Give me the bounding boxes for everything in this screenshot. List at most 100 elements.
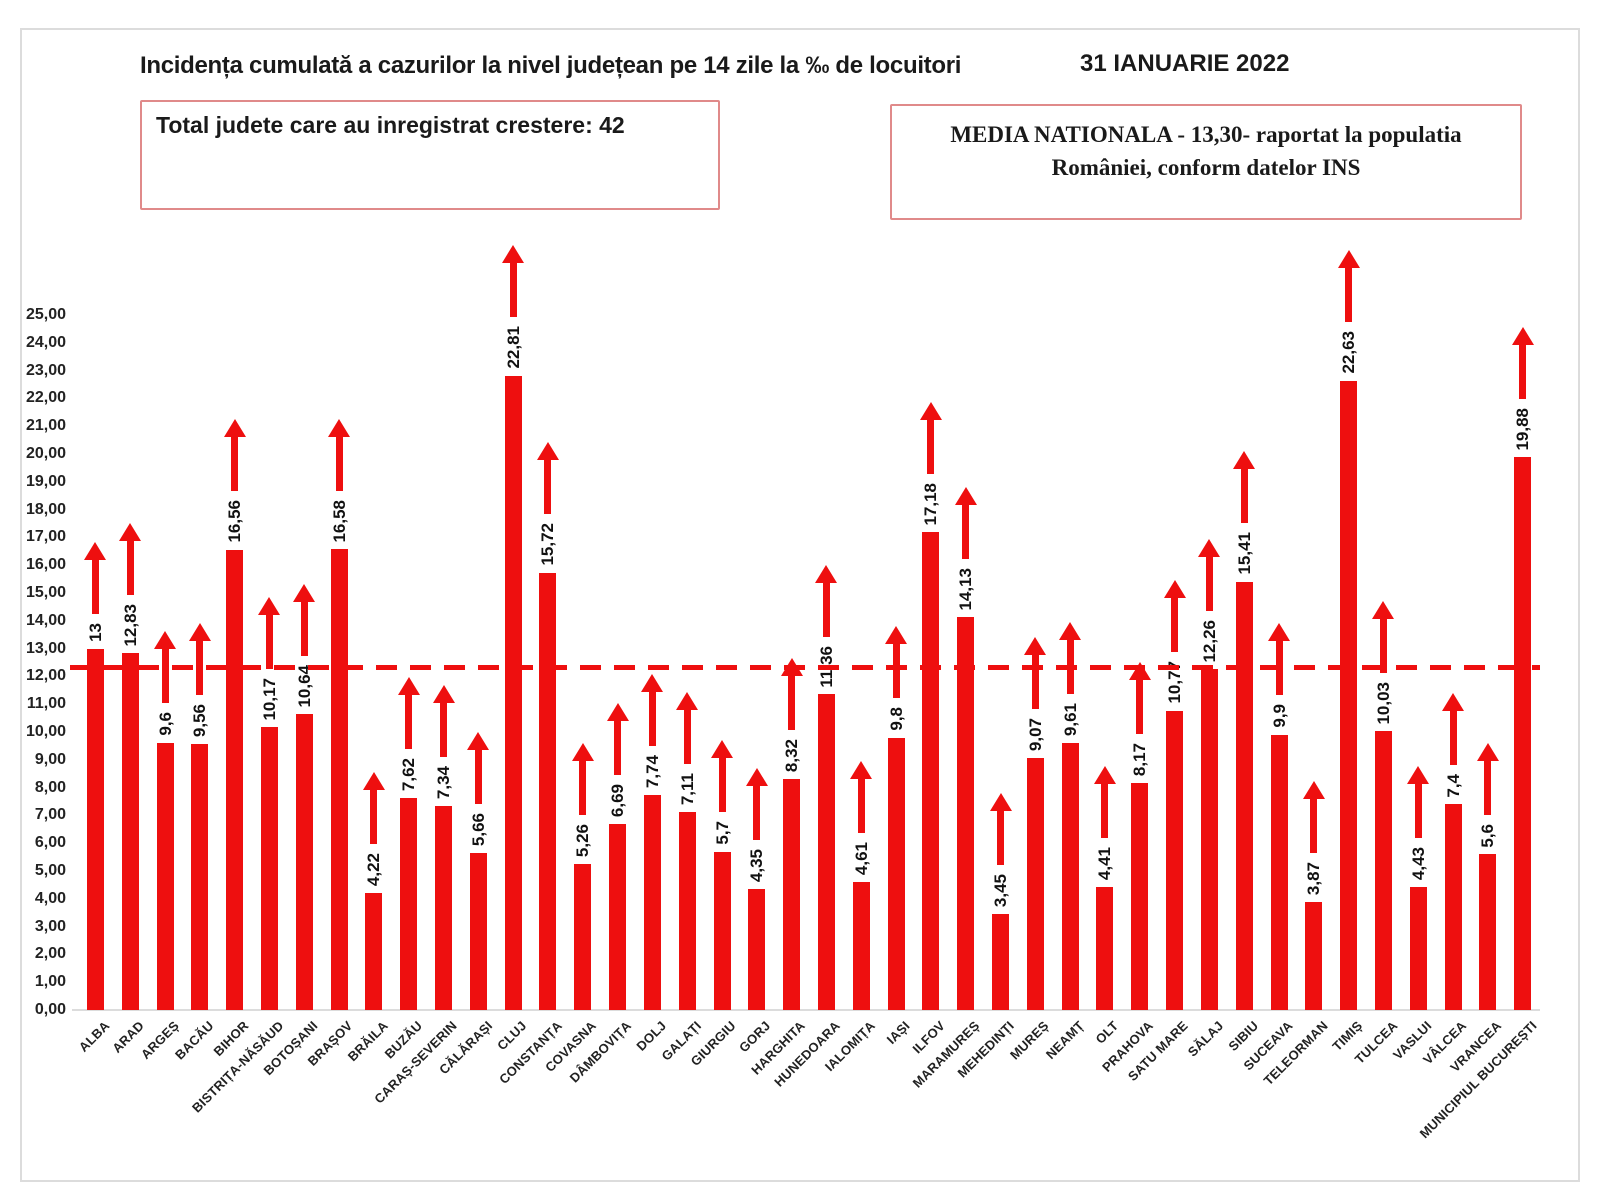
national-average-box: MEDIA NATIONALA - 13,30- raportat la pop… [890,104,1522,220]
increase-up-arrow-icon [788,673,796,730]
y-tick-label: 17,00 [25,528,66,546]
bar-column: 8,32 HARGHITA [749,315,809,1078]
bar-value-label: 5,66 [468,812,488,846]
bar-value-label: 7,74 [642,754,662,788]
bar-column: 15,41 SIBIU [1225,315,1262,1054]
increase-up-arrow-icon [718,755,726,812]
increase-up-arrow-icon [300,599,308,656]
increase-up-arrow-icon [1449,708,1457,765]
bar [992,914,1010,1010]
bar-column: 6,69 DÂMBOVIȚA [567,315,635,1086]
y-tick-label: 12,00 [25,667,66,685]
bar-column: 5,7 GIURGIU [688,315,740,1069]
bar-value-label: 9,6 [155,712,175,737]
bar-column: 7,11 GALAȚI [658,315,705,1064]
y-tick-label: 19,00 [25,472,66,490]
bar-column: 14,13 MARAMUREȘ [910,315,983,1091]
increase-up-arrow-icon [544,458,552,515]
increase-up-arrow-icon [370,787,378,844]
bar [643,794,661,1010]
bar [365,892,383,1010]
bar-column: 3,87 TELEORMAN [1260,315,1331,1088]
increase-up-arrow-icon [474,747,482,804]
increase-up-arrow-icon [683,708,691,765]
increase-up-arrow-icon [1345,266,1353,323]
bar-column: 10,17 BISTRIȚA-NĂSĂUD [189,315,287,1116]
bar [1340,380,1358,1010]
bar-value-label: 16,58 [329,499,349,543]
y-axis: 0,00 1,00 2,00 3,00 4,00 5,00 6,00 7,00 8,00 9,00… [0,306,70,1018]
increase-up-arrow-icon [1519,342,1527,399]
bar-value-label: 10,17 [259,677,279,721]
bar-value-label: 7,62 [399,758,419,792]
x-axis-baseline [72,1009,1540,1011]
bar-column: 7,62 BUZĂU [382,315,426,1061]
bar-column: 5,26 COVASNA [542,315,600,1075]
bar [226,549,244,1010]
bar [1409,886,1427,1010]
y-tick-label: 7,00 [34,806,66,824]
national-average-text: MEDIA NATIONALA - 13,30- raportat la pop… [950,122,1462,181]
bar [1166,710,1184,1010]
increase-up-arrow-icon [1136,677,1144,734]
y-tick-label: 22,00 [25,389,66,407]
increase-up-arrow-icon [1205,554,1213,611]
bar-value-label: 7,4 [1443,773,1463,798]
bar [817,694,835,1010]
bar [435,805,453,1010]
bar [1270,734,1288,1010]
bar [678,812,696,1010]
bar [1514,457,1532,1010]
bar-value-label: 9,56 [190,704,210,738]
bar-value-label: 3,87 [1304,862,1324,896]
bar [922,532,940,1010]
bar-column: 5,6 VRANCEA [1447,315,1506,1075]
growth-annotation-text: Total judete care au inregistrat crester… [156,112,625,138]
bar [1305,902,1323,1010]
bar-value-label: 17,18 [921,482,941,526]
bar [156,743,174,1010]
y-tick-label: 18,00 [25,500,66,518]
y-tick-label: 5,00 [34,862,66,879]
increase-up-arrow-icon [335,434,343,491]
bar-column: 7,74 DOLJ [633,315,670,1054]
bar-column: 10,03 TULCEA [1351,315,1401,1067]
bar-value-label: 13 [85,622,105,642]
bar [1235,581,1253,1010]
bar-column: 4,41 OLT [1088,315,1123,1047]
bar-value-label: 9,8 [886,706,906,731]
bar [1200,669,1218,1010]
bar-column: 19,88 MUNICIPIUL BUCUREȘTI [1416,315,1540,1141]
increase-up-arrow-icon [1379,616,1387,673]
bar-value-label: 4,22 [364,852,384,886]
y-tick-label: 1,00 [34,973,66,991]
bar [1479,854,1497,1010]
increase-up-arrow-icon [440,700,448,757]
bar-column: 10,77 SATU MARE [1125,315,1192,1084]
bar-column: 4,43 VASLUI [1390,315,1436,1062]
bar [295,714,313,1010]
date-label: 31 IANUARIE 2022 [1080,50,1290,77]
bar [504,375,522,1010]
bar [86,648,104,1010]
y-tick-label: 0,00 [34,1001,66,1018]
y-tick-label: 20,00 [25,445,66,462]
plot-area: 13 ALBA 12,83 ARAD 9,6 ARGEȘ 9,56 BACĂU 16,56 BIH… [70,261,1540,1141]
bar-value-label: 9,9 [1269,704,1289,728]
bar [121,653,139,1010]
y-tick-label: 9,00 [34,750,66,768]
bar-column: 9,56 BACĂU [172,315,217,1063]
bar-column: 4,61 IALOMIȚA [822,315,879,1074]
bar-value-label: 8,17 [1130,742,1150,776]
bar [1374,731,1392,1010]
bar-value-label: 6,69 [608,783,628,818]
bar-value-label: 15,72 [538,523,558,566]
y-tick-label: 14,00 [25,611,66,629]
increase-up-arrow-icon [753,783,761,840]
bar-value-label: 7,34 [434,765,454,799]
y-tick-label: 21,00 [25,417,66,435]
increase-up-arrow-icon [614,718,622,775]
bar-value-label: 9,61 [1060,702,1080,736]
increase-up-arrow-icon [265,612,273,669]
increase-up-arrow-icon [1101,782,1109,839]
